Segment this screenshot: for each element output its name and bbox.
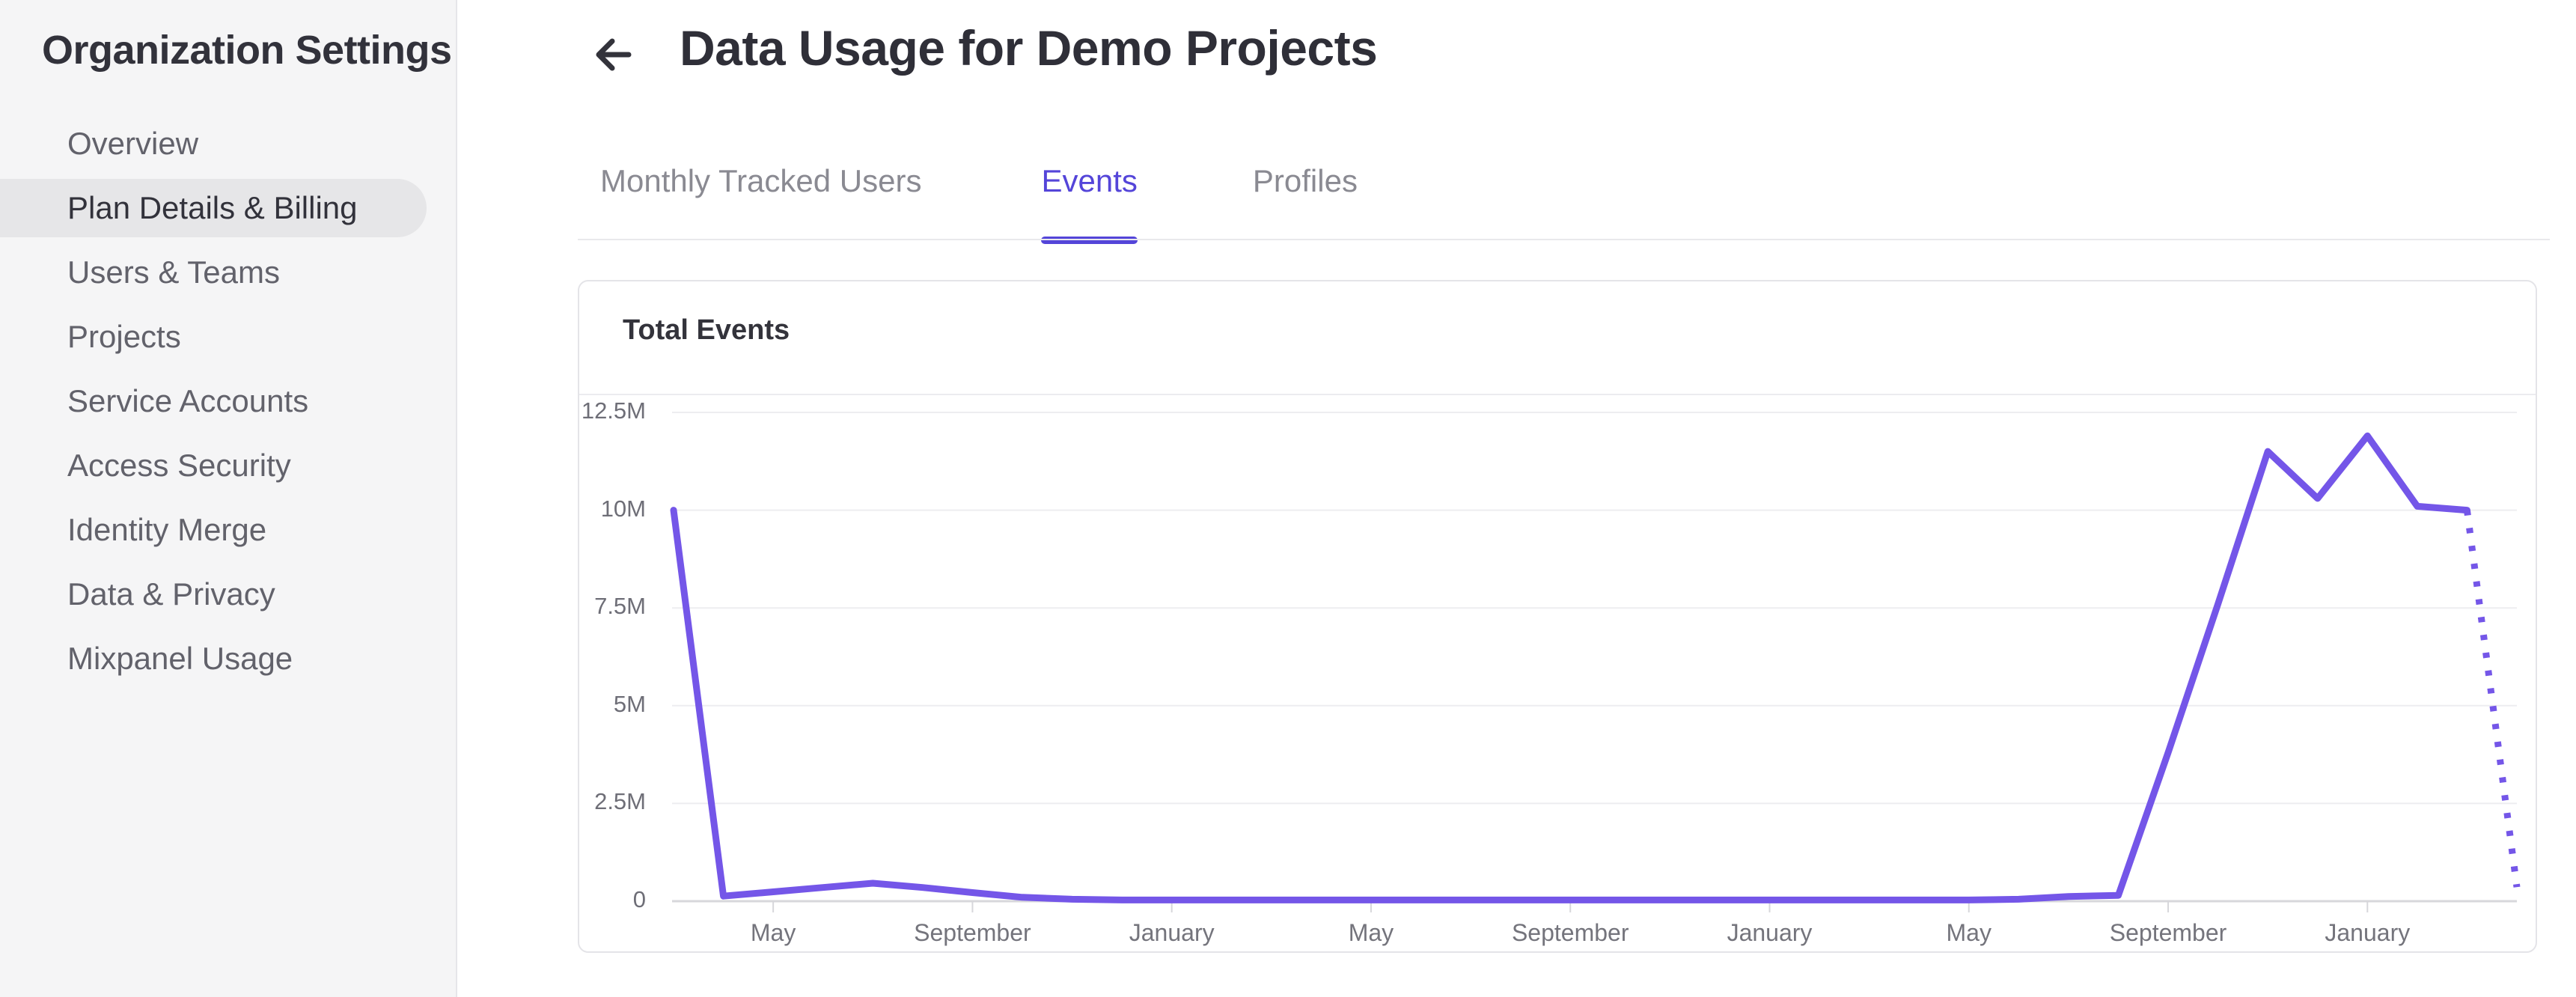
total-events-card: Total Events — [578, 280, 2537, 953]
y-axis-label: 5M — [613, 690, 646, 717]
sidebar-item-plan-details-billing[interactable]: Plan Details & Billing — [0, 176, 457, 240]
x-axis-label: May — [1348, 919, 1394, 946]
sidebar-item-label: Users & Teams — [67, 254, 280, 290]
sidebar-item-label: Access Security — [67, 448, 291, 483]
sidebar-item-label: Service Accounts — [67, 383, 309, 418]
sidebar-item-users-teams[interactable]: Users & Teams — [0, 240, 457, 305]
sidebar-item-access-security[interactable]: Access Security — [0, 433, 457, 498]
x-axis-label: January — [1727, 919, 1813, 946]
sidebar-item-mixpanel-usage[interactable]: Mixpanel Usage — [0, 626, 457, 691]
sidebar-item-label: Projects — [67, 319, 181, 354]
sidebar-title: Organization Settings — [42, 28, 452, 73]
y-axis-label: 10M — [600, 495, 646, 522]
sidebar-item-label: Data & Privacy — [67, 576, 275, 612]
y-axis-label: 2.5M — [594, 788, 646, 815]
organization-settings-sidebar: Organization Settings Overview Plan Detai… — [0, 0, 457, 997]
x-axis-label: September — [2109, 919, 2227, 946]
sidebar-item-label: Mixpanel Usage — [67, 641, 293, 676]
sidebar-nav: Overview Plan Details & Billing Users & Te… — [0, 112, 457, 691]
active-tab-indicator — [1041, 237, 1138, 244]
x-axis-label: May — [750, 919, 796, 946]
usage-tabs: Monthly Tracked Users Events Profiles — [600, 163, 1477, 244]
sidebar-item-label: Identity Merge — [67, 512, 267, 547]
tab-events[interactable]: Events — [1041, 163, 1138, 244]
back-button[interactable] — [590, 31, 638, 79]
tab-label: Events — [1041, 163, 1138, 198]
tab-label: Monthly Tracked Users — [600, 163, 922, 198]
tab-monthly-tracked-users[interactable]: Monthly Tracked Users — [600, 163, 921, 244]
active-item-highlight — [0, 179, 427, 237]
sidebar-item-projects[interactable]: Projects — [0, 305, 457, 369]
x-axis-label: May — [1946, 919, 1991, 946]
page-title: Data Usage for Demo Projects — [680, 20, 1378, 76]
chart-title: Total Events — [623, 314, 790, 346]
x-axis-label: September — [1511, 919, 1629, 946]
sidebar-item-overview[interactable]: Overview — [0, 112, 457, 176]
x-axis-label: September — [914, 919, 1031, 946]
y-axis-label: 12.5M — [581, 397, 646, 424]
tab-label: Profiles — [1252, 163, 1358, 198]
y-axis-label: 0 — [632, 886, 646, 912]
sidebar-item-identity-merge[interactable]: Identity Merge — [0, 498, 457, 562]
sidebar-item-label: Overview — [67, 126, 199, 161]
x-axis-label: January — [2325, 919, 2411, 946]
sidebar-item-label: Plan Details & Billing — [67, 190, 358, 225]
sidebar-item-data-privacy[interactable]: Data & Privacy — [0, 562, 457, 626]
tabs-divider — [578, 239, 2550, 240]
sidebar-item-service-accounts[interactable]: Service Accounts — [0, 369, 457, 433]
card-header-divider — [579, 394, 2536, 395]
left-arrow-icon — [596, 38, 632, 71]
y-axis-label: 7.5M — [594, 593, 646, 620]
tab-profiles[interactable]: Profiles — [1253, 163, 1358, 244]
x-axis-label: January — [1129, 919, 1215, 946]
